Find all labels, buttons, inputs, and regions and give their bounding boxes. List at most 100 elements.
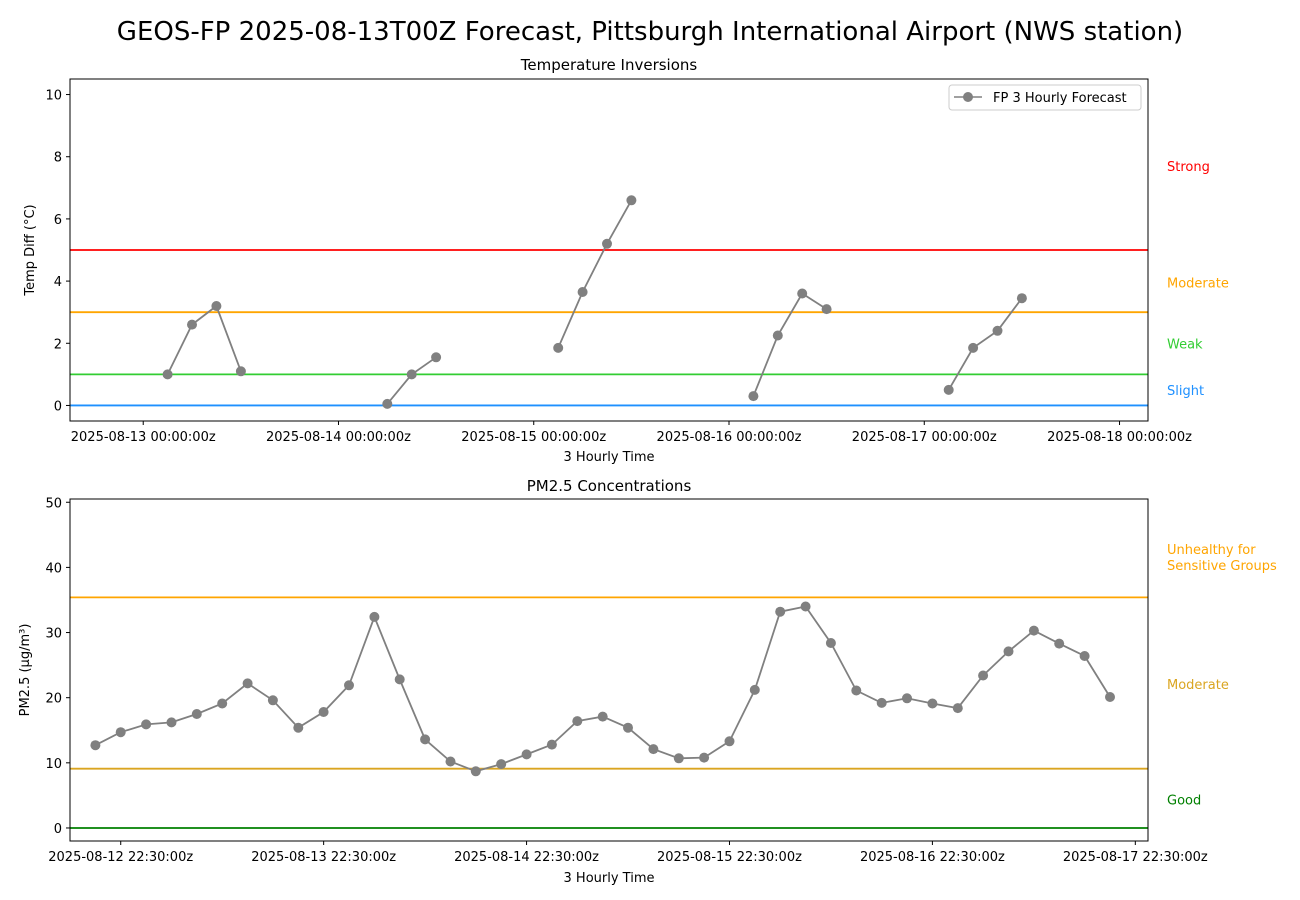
- legend-marker-icon: [963, 92, 973, 102]
- pm-data-point: [394, 674, 405, 685]
- inv-x-tick-label: 2025-08-16 00:00:00z: [657, 430, 802, 445]
- inv-y-tick-label: 2: [54, 337, 62, 352]
- pm-data-point: [673, 753, 684, 764]
- inv-data-point: [626, 195, 637, 206]
- inv-data-point: [553, 342, 564, 353]
- legend-label: FP 3 Hourly Forecast: [993, 91, 1127, 106]
- inv-data-point: [968, 342, 979, 353]
- temperature-inversions-chart: Temperature Inversions 3 Hourly Time Tem…: [23, 56, 1229, 465]
- inv-y-tick-label: 4: [54, 275, 62, 290]
- pm-y-tick-label: 10: [45, 757, 62, 772]
- inv-data-point: [162, 369, 173, 380]
- inv-data-point: [431, 352, 442, 363]
- pm-data-point: [597, 711, 608, 722]
- inv-x-tick-label: 2025-08-17 00:00:00z: [852, 430, 997, 445]
- pm-threshold-label: Moderate: [1167, 678, 1229, 693]
- inv-data-point: [577, 287, 588, 297]
- inv-y-tick-label: 0: [54, 399, 62, 414]
- pm-x-tick-label: 2025-08-14 22:30:00z: [454, 850, 599, 865]
- pm-data-point: [1054, 638, 1065, 649]
- inv-data-point: [992, 325, 1003, 336]
- inv-x-tick-label: 2025-08-13 00:00:00z: [71, 430, 216, 445]
- pm25-axes: 0 10 20 30 40 50 2025-08-12 22:30:00z 2025-08-1…: [45, 496, 1207, 865]
- pm-x-tick-label: 2025-08-12 22:30:00z: [48, 850, 193, 865]
- pm-data-point: [825, 638, 836, 648]
- inv-data-point: [211, 301, 222, 311]
- pm-data-point: [775, 606, 786, 617]
- inv-x-tick-label: 2025-08-18 00:00:00z: [1047, 430, 1192, 445]
- inv-data-point: [821, 304, 832, 315]
- pm-y-tick-label: 40: [45, 561, 62, 576]
- pm-y-tick-label: 20: [45, 692, 62, 707]
- pm-data-point: [623, 722, 633, 733]
- pm-data-point: [318, 707, 329, 717]
- pm-data-point: [521, 749, 532, 760]
- inversions-threshold-labels: Strong Moderate Weak Slight: [1167, 160, 1229, 399]
- inv-plot-frame: [69, 78, 1149, 422]
- pm-x-tick-label: 2025-08-16 22:30:00z: [860, 850, 1005, 865]
- pm-data-point: [902, 693, 912, 704]
- pm-threshold-label: Good: [1167, 793, 1201, 808]
- pm-data-point: [267, 695, 278, 706]
- pm-threshold-label: Sensitive Groups: [1167, 559, 1277, 574]
- inversions-series: [162, 195, 1027, 409]
- inv-data-point: [797, 288, 808, 299]
- figure-title: GEOS-FP 2025-08-13T00Z Forecast, Pittsbu…: [117, 17, 1183, 47]
- pm25-threshold-lines: [70, 596, 1148, 829]
- pm-data-point: [420, 734, 431, 745]
- inv-threshold-label: Slight: [1167, 384, 1204, 399]
- pm-data-point: [572, 716, 583, 727]
- pm25-y-axis-label: PM2.5 (μg/m³): [18, 624, 33, 717]
- inv-series-line: [166, 304, 242, 375]
- inv-threshold-label: Weak: [1167, 337, 1203, 352]
- pm-data-point: [191, 709, 202, 719]
- pm25-chart: PM2.5 Concentrations 3 Hourly Time PM2.5…: [18, 477, 1277, 886]
- pm-data-point: [496, 759, 507, 770]
- pm-data-point: [1079, 651, 1090, 661]
- inv-data-point: [772, 330, 783, 341]
- pm-data-point: [293, 722, 304, 733]
- inv-data-point: [235, 366, 246, 377]
- pm25-series: [90, 601, 1115, 777]
- pm-data-point: [166, 717, 177, 728]
- pm-y-tick-label: 30: [45, 627, 62, 642]
- inversions-axes: 0 2 4 6 8 10 2025-08-13 00:00:00z 2025-08-14 00…: [45, 78, 1192, 445]
- inv-series-line: [947, 297, 1023, 391]
- inv-data-point: [602, 238, 612, 249]
- inv-data-point: [382, 398, 393, 409]
- inversions-chart-title: Temperature Inversions: [520, 56, 698, 74]
- pm-data-point: [217, 698, 228, 709]
- inv-y-tick-label: 6: [54, 213, 62, 228]
- pm-data-point: [1028, 625, 1039, 636]
- inv-x-tick-label: 2025-08-15 00:00:00z: [461, 430, 606, 445]
- pm-data-point: [90, 740, 101, 751]
- pm-data-point: [445, 756, 456, 767]
- inv-data-point: [748, 391, 759, 402]
- inv-data-point: [943, 384, 954, 395]
- pm-data-point: [978, 670, 989, 681]
- pm-x-tick-label: 2025-08-13 22:30:00z: [251, 850, 396, 865]
- pm-data-point: [851, 685, 862, 696]
- pm-data-point: [546, 739, 557, 750]
- inversions-legend: FP 3 Hourly Forecast: [948, 84, 1142, 111]
- pm-data-point: [344, 680, 354, 691]
- pm-data-point: [927, 698, 938, 709]
- inversions-y-axis-label: Temp Diff (°C): [23, 204, 38, 296]
- pm-data-point: [952, 703, 963, 714]
- pm-data-point: [141, 719, 152, 730]
- pm-data-point: [470, 766, 481, 777]
- pm-x-tick-label: 2025-08-15 22:30:00z: [657, 850, 802, 865]
- pm-data-point: [800, 601, 811, 612]
- inv-y-tick-label: 10: [45, 89, 62, 104]
- inv-series-line: [557, 199, 633, 349]
- inv-data-point: [1016, 293, 1027, 304]
- pm25-x-axis-label: 3 Hourly Time: [564, 871, 655, 886]
- pm-x-tick-label: 2025-08-17 22:30:00z: [1063, 850, 1208, 865]
- pm-data-point: [648, 744, 659, 755]
- pm-y-tick-label: 0: [54, 822, 62, 837]
- pm-threshold-label: Unhealthy for: [1167, 543, 1256, 558]
- pm-data-point: [242, 678, 253, 689]
- inv-x-tick-label: 2025-08-14 00:00:00z: [266, 430, 411, 445]
